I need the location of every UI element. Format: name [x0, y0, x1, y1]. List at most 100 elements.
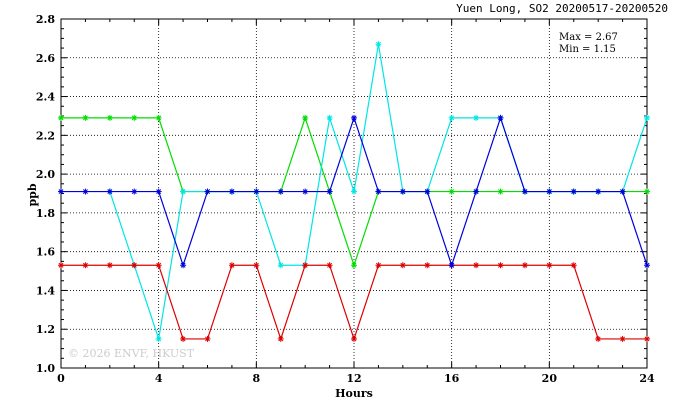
marker-stroke [229, 189, 235, 195]
marker-stroke [58, 189, 64, 195]
data-point [595, 188, 602, 195]
data-point [424, 262, 431, 269]
marker-stroke [302, 262, 308, 268]
data-point [595, 335, 602, 342]
marker-stroke [278, 262, 284, 268]
marker-stroke [546, 262, 552, 268]
x-axis-label: Hours [335, 387, 373, 400]
y-tick-labels: 1.0 1.2 1.4 1.6 1.8 2.0 2.2 2.4 2.6 2.8 [36, 13, 55, 375]
data-point [82, 114, 89, 121]
data-point [277, 262, 284, 269]
data-point [497, 188, 504, 195]
data-point [375, 262, 382, 269]
marker-stroke [375, 41, 381, 47]
marker-stroke [620, 189, 626, 195]
marker-stroke [180, 262, 186, 268]
data-point [326, 262, 333, 269]
marker-stroke [327, 189, 333, 195]
y-tick-label: 1.0 [36, 362, 55, 375]
marker-stroke [522, 189, 528, 195]
marker-stroke [498, 262, 503, 268]
data-point [570, 188, 577, 195]
data-point [473, 262, 480, 269]
data-point [253, 188, 260, 195]
marker-stroke [498, 115, 503, 121]
data-point [473, 114, 480, 121]
data-point [644, 262, 650, 269]
marker-stroke [546, 189, 552, 195]
marker-stroke [302, 189, 308, 195]
data-point [497, 262, 504, 269]
data-point [58, 114, 64, 121]
marker-stroke [449, 115, 455, 121]
data-point [497, 114, 504, 121]
data-point [204, 188, 211, 195]
marker-stroke [156, 115, 162, 121]
series-4 [58, 114, 650, 269]
data-point [58, 262, 64, 269]
y-tick-label: 2.2 [36, 129, 55, 142]
series-line [61, 264, 647, 341]
marker-stroke [473, 189, 479, 195]
marker-stroke [131, 189, 137, 195]
data-point [326, 188, 333, 195]
data-point [302, 188, 309, 195]
x-tick-label: 24 [639, 372, 655, 385]
marker-stroke [595, 336, 601, 342]
data-point [155, 335, 162, 342]
y-tick-label: 1.8 [36, 207, 55, 220]
marker-stroke [156, 262, 162, 268]
data-point [155, 114, 162, 121]
marker-stroke [58, 115, 64, 121]
marker-stroke [82, 262, 88, 268]
data-point [351, 262, 357, 269]
marker-stroke [375, 189, 381, 195]
marker-stroke [131, 262, 137, 268]
marker-stroke [620, 336, 626, 342]
data-point [424, 188, 431, 195]
data-point [302, 114, 309, 121]
data-point [58, 188, 64, 195]
data-point [399, 188, 406, 195]
y-tick-label: 1.6 [36, 246, 55, 259]
data-point [155, 188, 162, 195]
marker-stroke [302, 115, 308, 121]
marker-stroke [156, 189, 162, 195]
y-tick-label: 2.6 [36, 52, 55, 65]
x-tick-label: 16 [444, 372, 460, 385]
data-point [228, 188, 235, 195]
marker-stroke [595, 189, 601, 195]
data-point [131, 262, 138, 269]
data-point [253, 262, 260, 269]
marker-stroke [327, 262, 333, 268]
marker-stroke [644, 115, 650, 121]
data-point [180, 188, 187, 195]
marker-stroke [571, 262, 577, 268]
marker-stroke [107, 189, 113, 195]
marker-stroke [449, 189, 455, 195]
series-layer [58, 41, 650, 342]
marker-stroke [522, 262, 528, 268]
y-tick-label: 2.0 [36, 168, 55, 181]
data-point [351, 335, 357, 342]
marker-stroke [644, 189, 650, 195]
data-point [399, 262, 406, 269]
marker-stroke [351, 262, 357, 268]
x-tick-label: 12 [346, 372, 361, 385]
data-point [82, 262, 89, 269]
marker-stroke [205, 189, 210, 195]
y-tick-label: 2.8 [36, 13, 55, 26]
data-point [448, 262, 455, 269]
marker-stroke [424, 189, 430, 195]
data-point [619, 335, 626, 342]
data-point [546, 188, 553, 195]
marker-stroke [82, 189, 88, 195]
y-tick-label: 1.2 [36, 323, 55, 336]
data-point [228, 262, 235, 269]
data-point [619, 188, 626, 195]
marker-stroke [644, 262, 650, 268]
marker-stroke [82, 115, 88, 121]
data-point [375, 41, 382, 48]
y-tick-label: 2.4 [36, 91, 55, 104]
